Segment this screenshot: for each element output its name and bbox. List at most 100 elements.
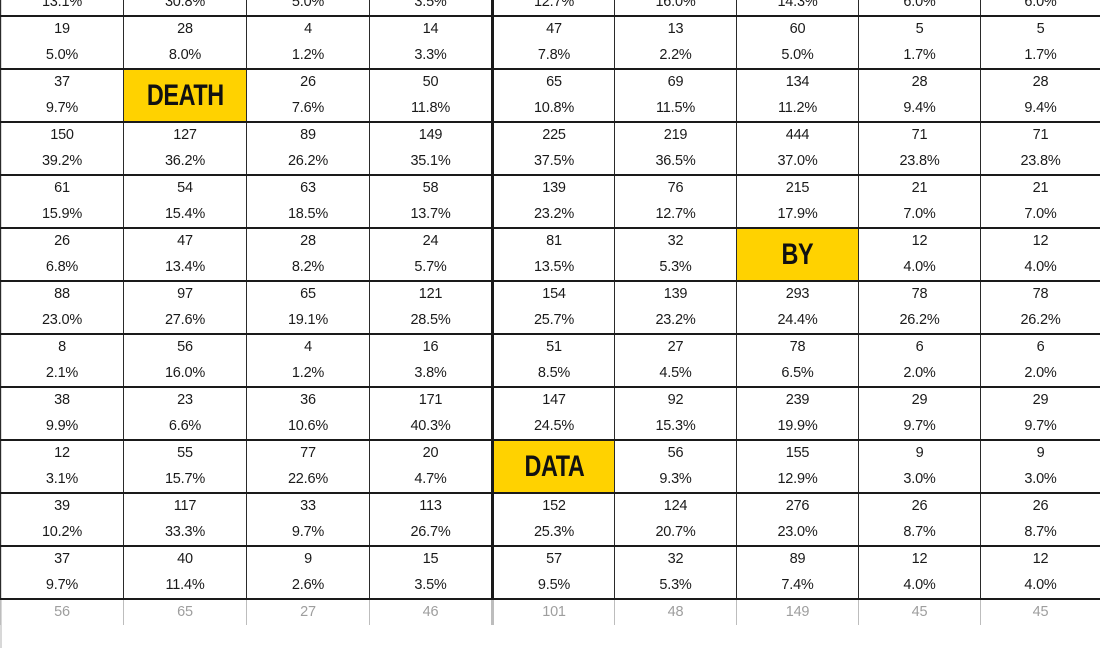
count-cell: 97 [123,280,247,307]
percent-cell: 7.4% [736,572,859,599]
table-row: 5.0% 8.0% 1.2% 3.3% 7.8% 2.2% 5.0% 1.7% 1.7% [0,42,1100,69]
table-row: 9.7% 11.4% 2.6% 3.5% 9.5% 5.3% 7.4% 4.0% 4.0% [0,572,1100,599]
count-cell: 56 [123,333,247,360]
percent-cell: 6.0% [980,0,1100,16]
count-cell: 9 [246,545,370,572]
table-row: 150 127 89 149 225 219 444 71 71 [0,121,1100,148]
percent-cell: 37.5% [492,148,615,175]
count-cell: 124 [614,492,737,519]
percent-cell: 24.5% [492,413,615,440]
count-cell: 37 [0,545,124,572]
percent-cell: 13.5% [492,254,615,281]
percent-cell: 23.8% [980,148,1100,175]
count-cell: 24 [369,227,494,254]
count-cell: 276 [736,492,859,519]
percent-cell: 5.0% [0,42,124,69]
count-cell: 78 [858,280,981,307]
percent-cell: 23.2% [614,307,737,334]
count-cell: 12 [980,227,1100,254]
percent-cell: 9.7% [246,519,370,546]
count-cell: 71 [858,121,981,148]
percent-cell: 9.9% [0,413,124,440]
percent-cell: 15.7% [123,466,247,493]
percent-cell: 1.2% [246,42,370,69]
count-cell: 12 [0,439,124,466]
count-cell: 152 [492,492,615,519]
count-cell: 88 [0,280,124,307]
percent-cell: 19.1% [246,307,370,334]
count-cell: 19 [0,15,124,42]
count-cell: 8 [0,333,124,360]
percent-cell: 3.0% [858,466,981,493]
percent-cell: 6.8% [0,254,124,281]
percent-cell: 11.2% [736,95,859,122]
count-cell: 61 [0,174,124,201]
count-cell: 149 [369,121,494,148]
percent-cell: 8.7% [980,519,1100,546]
percent-cell: 3.5% [369,572,494,599]
percent-cell: 5.3% [614,254,737,281]
percent-cell: 4.0% [980,572,1100,599]
percent-cell: 23.2% [492,201,615,228]
table-row: 19 28 4 14 47 13 60 5 5 [0,15,1100,42]
totals-cell: 48 [614,598,737,625]
percent-cell: 27.6% [123,307,247,334]
percent-cell: 30.8% [123,0,247,16]
count-cell: 127 [123,121,247,148]
percent-cell: 9.3% [614,466,737,493]
table-row: 8 56 4 16 51 27 78 6 6 [0,333,1100,360]
count-cell: 23 [123,386,247,413]
percent-cell: 9.7% [980,413,1100,440]
count-cell: 5 [980,15,1100,42]
percent-cell: 5.7% [369,254,494,281]
percent-cell: 33.3% [123,519,247,546]
percent-cell: 26.2% [980,307,1100,334]
count-cell: 225 [492,121,615,148]
percent-cell: 22.6% [246,466,370,493]
percent-cell: 8.5% [492,360,615,387]
count-cell: 117 [123,492,247,519]
count-cell: 29 [858,386,981,413]
count-cell: 76 [614,174,737,201]
highlight-data-label: DATA [524,449,584,483]
percent-cell: 8.7% [858,519,981,546]
percent-cell: 25.3% [492,519,615,546]
table-row: 13.1% 30.8% 5.0% 3.5% 12.7% 16.0% 14.3% 6.0% 6.0… [0,0,1100,16]
percent-cell: 5.0% [246,0,370,16]
count-cell: 37 [0,68,124,95]
highlight-data: DATA [492,439,615,493]
count-cell: 28 [858,68,981,95]
highlight-death-label: DEATH [146,78,224,112]
count-cell: 13 [614,15,737,42]
percent-cell: 40.3% [369,413,494,440]
percent-cell: 8.2% [246,254,370,281]
count-cell: 154 [492,280,615,307]
percent-cell: 9.7% [858,413,981,440]
count-cell: 36 [246,386,370,413]
percent-cell: 14.3% [736,0,859,16]
count-cell: 51 [492,333,615,360]
count-cell: 6 [980,333,1100,360]
count-cell: 33 [246,492,370,519]
percent-cell: 26.2% [858,307,981,334]
percent-cell: 16.0% [614,0,737,16]
highlight-by: BY [736,227,859,281]
count-cell: 65 [492,68,615,95]
percent-cell: 37.0% [736,148,859,175]
count-cell: 12 [980,545,1100,572]
count-cell: 215 [736,174,859,201]
percent-cell: 6.0% [858,0,981,16]
percent-cell: 9.7% [0,572,124,599]
count-cell: 4 [246,333,370,360]
table-row: 15.9% 15.4% 18.5% 13.7% 23.2% 12.7% 17.9% 7.0% 7… [0,201,1100,228]
count-cell: 9 [858,439,981,466]
table-row: 61 54 63 58 139 76 215 21 21 [0,174,1100,201]
percent-cell: 3.0% [980,466,1100,493]
totals-cell: 101 [492,598,615,625]
percent-cell: 3.8% [369,360,494,387]
count-cell: 58 [369,174,494,201]
count-cell: 15 [369,545,494,572]
percent-cell: 2.2% [614,42,737,69]
count-cell: 4 [246,15,370,42]
percent-cell: 2.1% [0,360,124,387]
